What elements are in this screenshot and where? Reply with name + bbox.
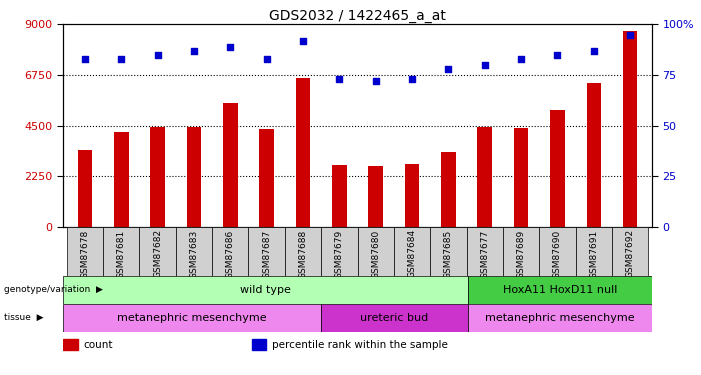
Point [443, 66, 454, 72]
Text: GSM87677: GSM87677 [480, 229, 489, 279]
Bar [212, 227, 248, 276]
Text: ureteric bud: ureteric bud [360, 313, 428, 323]
Bar [176, 227, 212, 276]
Text: GSM87678: GSM87678 [81, 229, 90, 279]
Text: GSM87690: GSM87690 [553, 229, 562, 279]
Point [261, 56, 272, 62]
Point [625, 32, 636, 38]
Point [479, 62, 490, 68]
Text: percentile rank within the sample: percentile rank within the sample [272, 340, 448, 350]
Bar [63, 339, 78, 350]
Bar [404, 164, 419, 227]
Bar [223, 103, 238, 227]
Point [370, 78, 381, 84]
Point [515, 56, 526, 62]
Point [116, 56, 127, 62]
Bar [139, 227, 176, 276]
Bar [103, 227, 139, 276]
Bar [623, 31, 637, 227]
Point [79, 56, 90, 62]
Bar [467, 227, 503, 276]
Text: GSM87692: GSM87692 [625, 229, 634, 278]
Bar [514, 128, 529, 227]
Bar [63, 304, 320, 332]
Bar [468, 276, 652, 304]
Text: wild type: wild type [240, 285, 291, 295]
Text: GSM87683: GSM87683 [189, 229, 198, 279]
Bar [369, 166, 383, 227]
Bar [252, 339, 266, 350]
Bar [477, 127, 492, 227]
Point [334, 76, 345, 82]
Bar [67, 227, 103, 276]
Bar [320, 304, 468, 332]
Text: tissue  ▶: tissue ▶ [4, 314, 43, 322]
Point [297, 38, 308, 44]
Point [407, 76, 418, 82]
Point [189, 48, 200, 54]
Bar [78, 150, 92, 227]
Title: GDS2032 / 1422465_a_at: GDS2032 / 1422465_a_at [269, 9, 446, 23]
Point [225, 44, 236, 50]
Bar [186, 127, 201, 227]
Bar [285, 227, 321, 276]
Point [152, 52, 163, 58]
Text: metanephric mesenchyme: metanephric mesenchyme [485, 313, 634, 323]
Bar [332, 165, 346, 227]
Bar [248, 227, 285, 276]
Text: GSM87691: GSM87691 [590, 229, 598, 279]
Text: GSM87682: GSM87682 [153, 229, 162, 278]
Text: HoxA11 HoxD11 null: HoxA11 HoxD11 null [503, 285, 617, 295]
Point [552, 52, 563, 58]
Text: GSM87680: GSM87680 [372, 229, 380, 279]
Text: GSM87686: GSM87686 [226, 229, 235, 279]
Bar [394, 227, 430, 276]
Text: metanephric mesenchyme: metanephric mesenchyme [117, 313, 266, 323]
Bar [430, 227, 467, 276]
Bar [358, 227, 394, 276]
Bar [150, 127, 165, 227]
Point [588, 48, 599, 54]
Bar [114, 132, 128, 227]
Text: GSM87681: GSM87681 [117, 229, 125, 279]
Text: genotype/variation  ▶: genotype/variation ▶ [4, 285, 102, 294]
Bar [468, 304, 652, 332]
Bar [539, 227, 576, 276]
Bar [550, 110, 565, 227]
Bar [441, 152, 456, 227]
Bar [259, 129, 274, 227]
Bar [503, 227, 539, 276]
Text: count: count [83, 340, 113, 350]
Text: GSM87688: GSM87688 [299, 229, 308, 279]
Bar [63, 276, 468, 304]
Text: GSM87679: GSM87679 [335, 229, 343, 279]
Text: GSM87685: GSM87685 [444, 229, 453, 279]
Bar [612, 227, 648, 276]
Bar [321, 227, 358, 276]
Bar [296, 78, 311, 227]
Text: GSM87684: GSM87684 [407, 229, 416, 278]
Bar [576, 227, 612, 276]
Text: GSM87687: GSM87687 [262, 229, 271, 279]
Text: GSM87689: GSM87689 [517, 229, 526, 279]
Bar [587, 83, 601, 227]
